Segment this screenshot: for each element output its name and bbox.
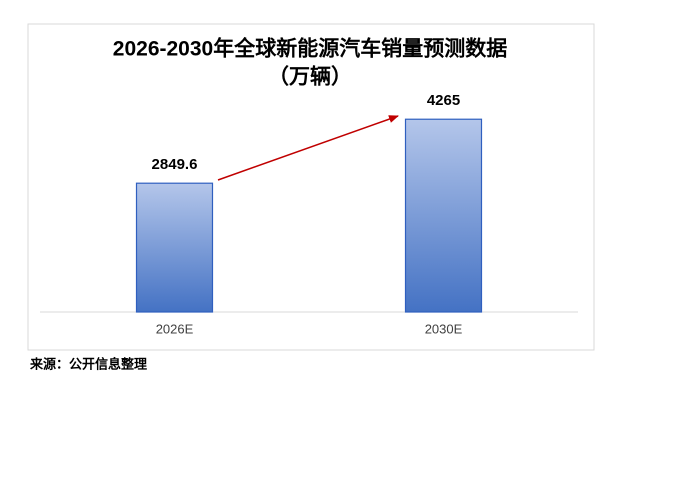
bar [404,118,483,313]
x-tick-label: 2030E [425,321,463,336]
chart-frame [27,23,595,351]
chart-title: 2026-2030年全球新能源汽车销量预测数据 [113,37,507,61]
data-label: 4265 [427,92,460,109]
chart-subtitle: （万辆） [268,65,352,89]
trend-arrow [217,115,399,181]
x-tick-label: 2026E [156,321,194,336]
bar [135,182,214,313]
data-label: 2849.6 [152,156,198,173]
source-note: 来源：公开信息整理 [29,356,147,371]
